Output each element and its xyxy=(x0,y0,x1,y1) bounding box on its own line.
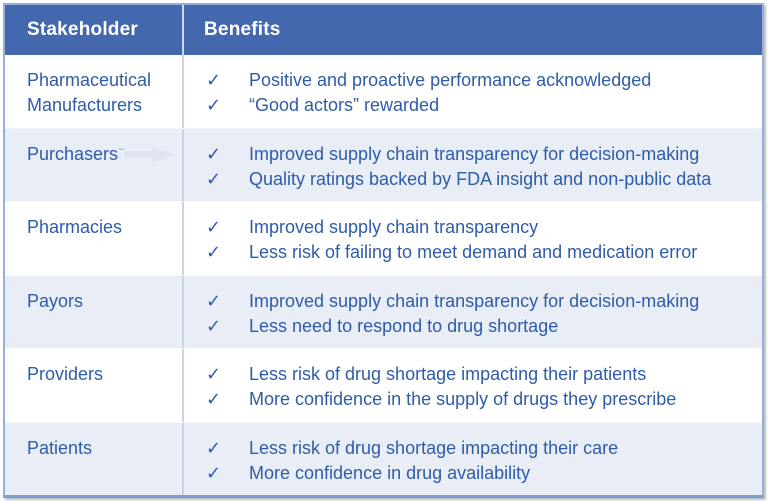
benefit-text: More confidence in the supply of drugs t… xyxy=(249,389,677,409)
stakeholder-cell: Pharmacies xyxy=(5,202,184,275)
benefits-cell: ✓ Less risk of drug shortage impacting t… xyxy=(184,349,762,422)
benefit-item: ✓ “Good actors” rewarded xyxy=(204,93,754,118)
benefit-text: Less need to respond to drug shortage xyxy=(249,315,559,336)
benefit-text: Improved supply chain transparency for d… xyxy=(249,290,700,311)
benefit-text: “Good actors” rewarded xyxy=(249,95,440,115)
stakeholder-name: Pharmacies xyxy=(27,217,123,237)
benefit-text: Less risk of drug shortage impacting the… xyxy=(249,364,647,384)
benefit-text: Quality ratings backed by FDA insight an… xyxy=(249,168,712,189)
checkmark-icon: ✓ xyxy=(206,242,222,262)
benefits-cell: ✓ Improved supply chain transparency ✓ L… xyxy=(184,202,762,275)
stakeholder-name: Purchasers xyxy=(27,143,119,164)
checkmark-icon: ✓ xyxy=(206,462,222,483)
stakeholder-cell: Purchasers~ xyxy=(5,128,184,201)
checkmark-icon: ✓ xyxy=(206,290,222,311)
table-row: Patients ✓ Less risk of drug shortage im… xyxy=(5,421,762,496)
table-body: Pharmaceutical Manufacturers ✓ Positive … xyxy=(5,55,762,495)
benefits-cell: ✓ Positive and proactive performance ack… xyxy=(184,55,762,128)
annotation-mark: ~ xyxy=(118,143,125,156)
benefit-text: More confidence in drug availability xyxy=(249,462,531,483)
benefit-item: ✓ Less need to respond to drug shortage xyxy=(204,314,754,339)
right-arrow-icon xyxy=(124,146,175,163)
stakeholder-cell: Providers xyxy=(5,349,184,422)
benefit-item: ✓ Less risk of failing to meet demand an… xyxy=(204,240,754,265)
benefit-item: ✓ Less risk of drug shortage impacting t… xyxy=(204,362,754,387)
benefit-text: Improved supply chain transparency for d… xyxy=(249,143,700,164)
benefits-cell: ✓ Improved supply chain transparency for… xyxy=(184,276,762,349)
column-header-stakeholder: Stakeholder xyxy=(5,5,184,55)
benefit-item: ✓ Improved supply chain transparency for… xyxy=(204,142,754,167)
stakeholder-cell: Payors xyxy=(5,275,184,348)
benefit-text: Less risk of failing to meet demand and … xyxy=(249,242,698,262)
table-row: Providers ✓ Less risk of drug shortage i… xyxy=(5,348,762,422)
checkmark-icon: ✓ xyxy=(206,315,222,336)
table-header-row: Stakeholder Benefits xyxy=(5,5,762,55)
checkmark-icon: ✓ xyxy=(206,364,222,384)
checkmark-icon: ✓ xyxy=(206,70,222,90)
benefit-text: Less risk of drug shortage impacting the… xyxy=(249,437,619,458)
checkmark-icon: ✓ xyxy=(206,168,222,189)
benefit-item: ✓ More confidence in drug availability xyxy=(204,461,754,486)
benefits-cell: ✓ Less risk of drug shortage impacting t… xyxy=(184,423,762,496)
benefit-item: ✓ Improved supply chain transparency for… xyxy=(204,289,754,314)
benefit-item: ✓ More confidence in the supply of drugs… xyxy=(204,387,754,412)
stakeholder-name: Patients xyxy=(27,437,93,458)
benefit-item: ✓ Improved supply chain transparency xyxy=(204,215,754,240)
benefit-item: ✓ Quality ratings backed by FDA insight … xyxy=(204,167,754,192)
table-row: Pharmacies ✓ Improved supply chain trans… xyxy=(5,201,762,275)
benefit-text: Improved supply chain transparency xyxy=(249,217,539,237)
table-row: Purchasers~ ✓ Improved supply chain tran… xyxy=(5,127,762,202)
checkmark-icon: ✓ xyxy=(206,437,222,458)
benefit-item: ✓ Positive and proactive performance ack… xyxy=(204,68,754,93)
column-header-benefits: Benefits xyxy=(204,19,281,40)
stakeholder-cell: Pharmaceutical Manufacturers xyxy=(5,55,184,128)
stakeholder-name: Payors xyxy=(27,290,84,311)
checkmark-icon: ✓ xyxy=(206,217,222,237)
checkmark-icon: ✓ xyxy=(206,95,222,115)
stakeholder-cell: Patients xyxy=(5,422,184,495)
table-row: Payors ✓ Improved supply chain transpare… xyxy=(5,274,762,349)
checkmark-icon: ✓ xyxy=(206,389,222,409)
stakeholder-name: Providers xyxy=(27,364,104,384)
benefits-cell: ✓ Improved supply chain transparency for… xyxy=(184,129,762,202)
benefit-text: Positive and proactive performance ackno… xyxy=(249,70,652,90)
checkmark-icon: ✓ xyxy=(206,143,222,164)
table-row: Pharmaceutical Manufacturers ✓ Positive … xyxy=(5,55,762,128)
benefit-item: ✓ Less risk of drug shortage impacting t… xyxy=(204,436,754,461)
stakeholder-benefits-table: Stakeholder Benefits Pharmaceutical Manu… xyxy=(3,3,764,498)
stakeholder-name: Pharmaceutical Manufacturers xyxy=(27,70,152,115)
